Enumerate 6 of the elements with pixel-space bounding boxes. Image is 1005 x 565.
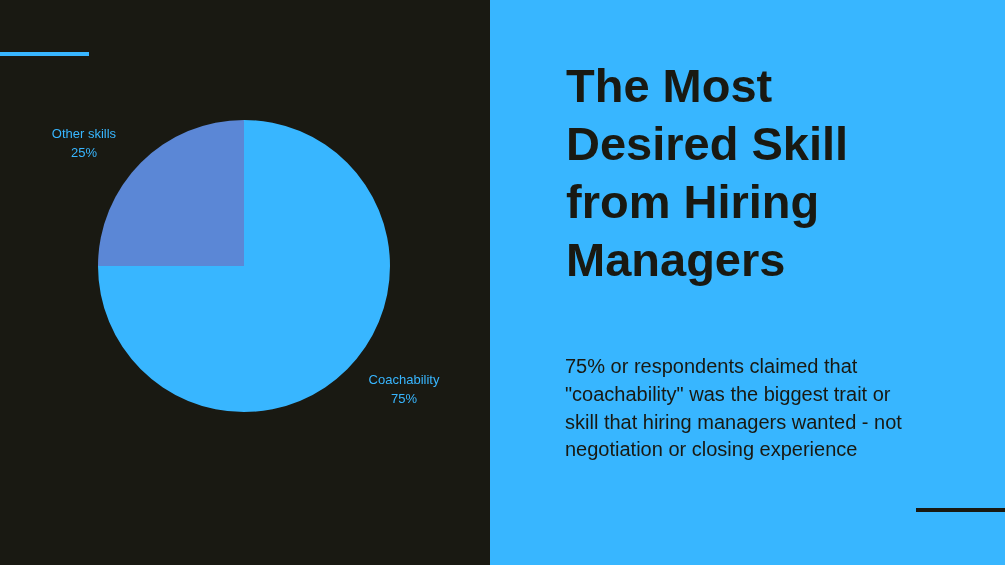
- data-label: 25%: [70, 145, 98, 161]
- data-label: 75%: [391, 390, 418, 406]
- slice-label: Other skills: [51, 126, 117, 142]
- text: The Most Desired Skill from Hiring Managers: [566, 59, 849, 286]
- slice-label: Coachability: [368, 371, 440, 387]
- text: 75% or respondents claimed that "coachability" was the biggest trait or skill that hiring managers wanted - not negotiation or closing experience: [565, 355, 903, 461]
